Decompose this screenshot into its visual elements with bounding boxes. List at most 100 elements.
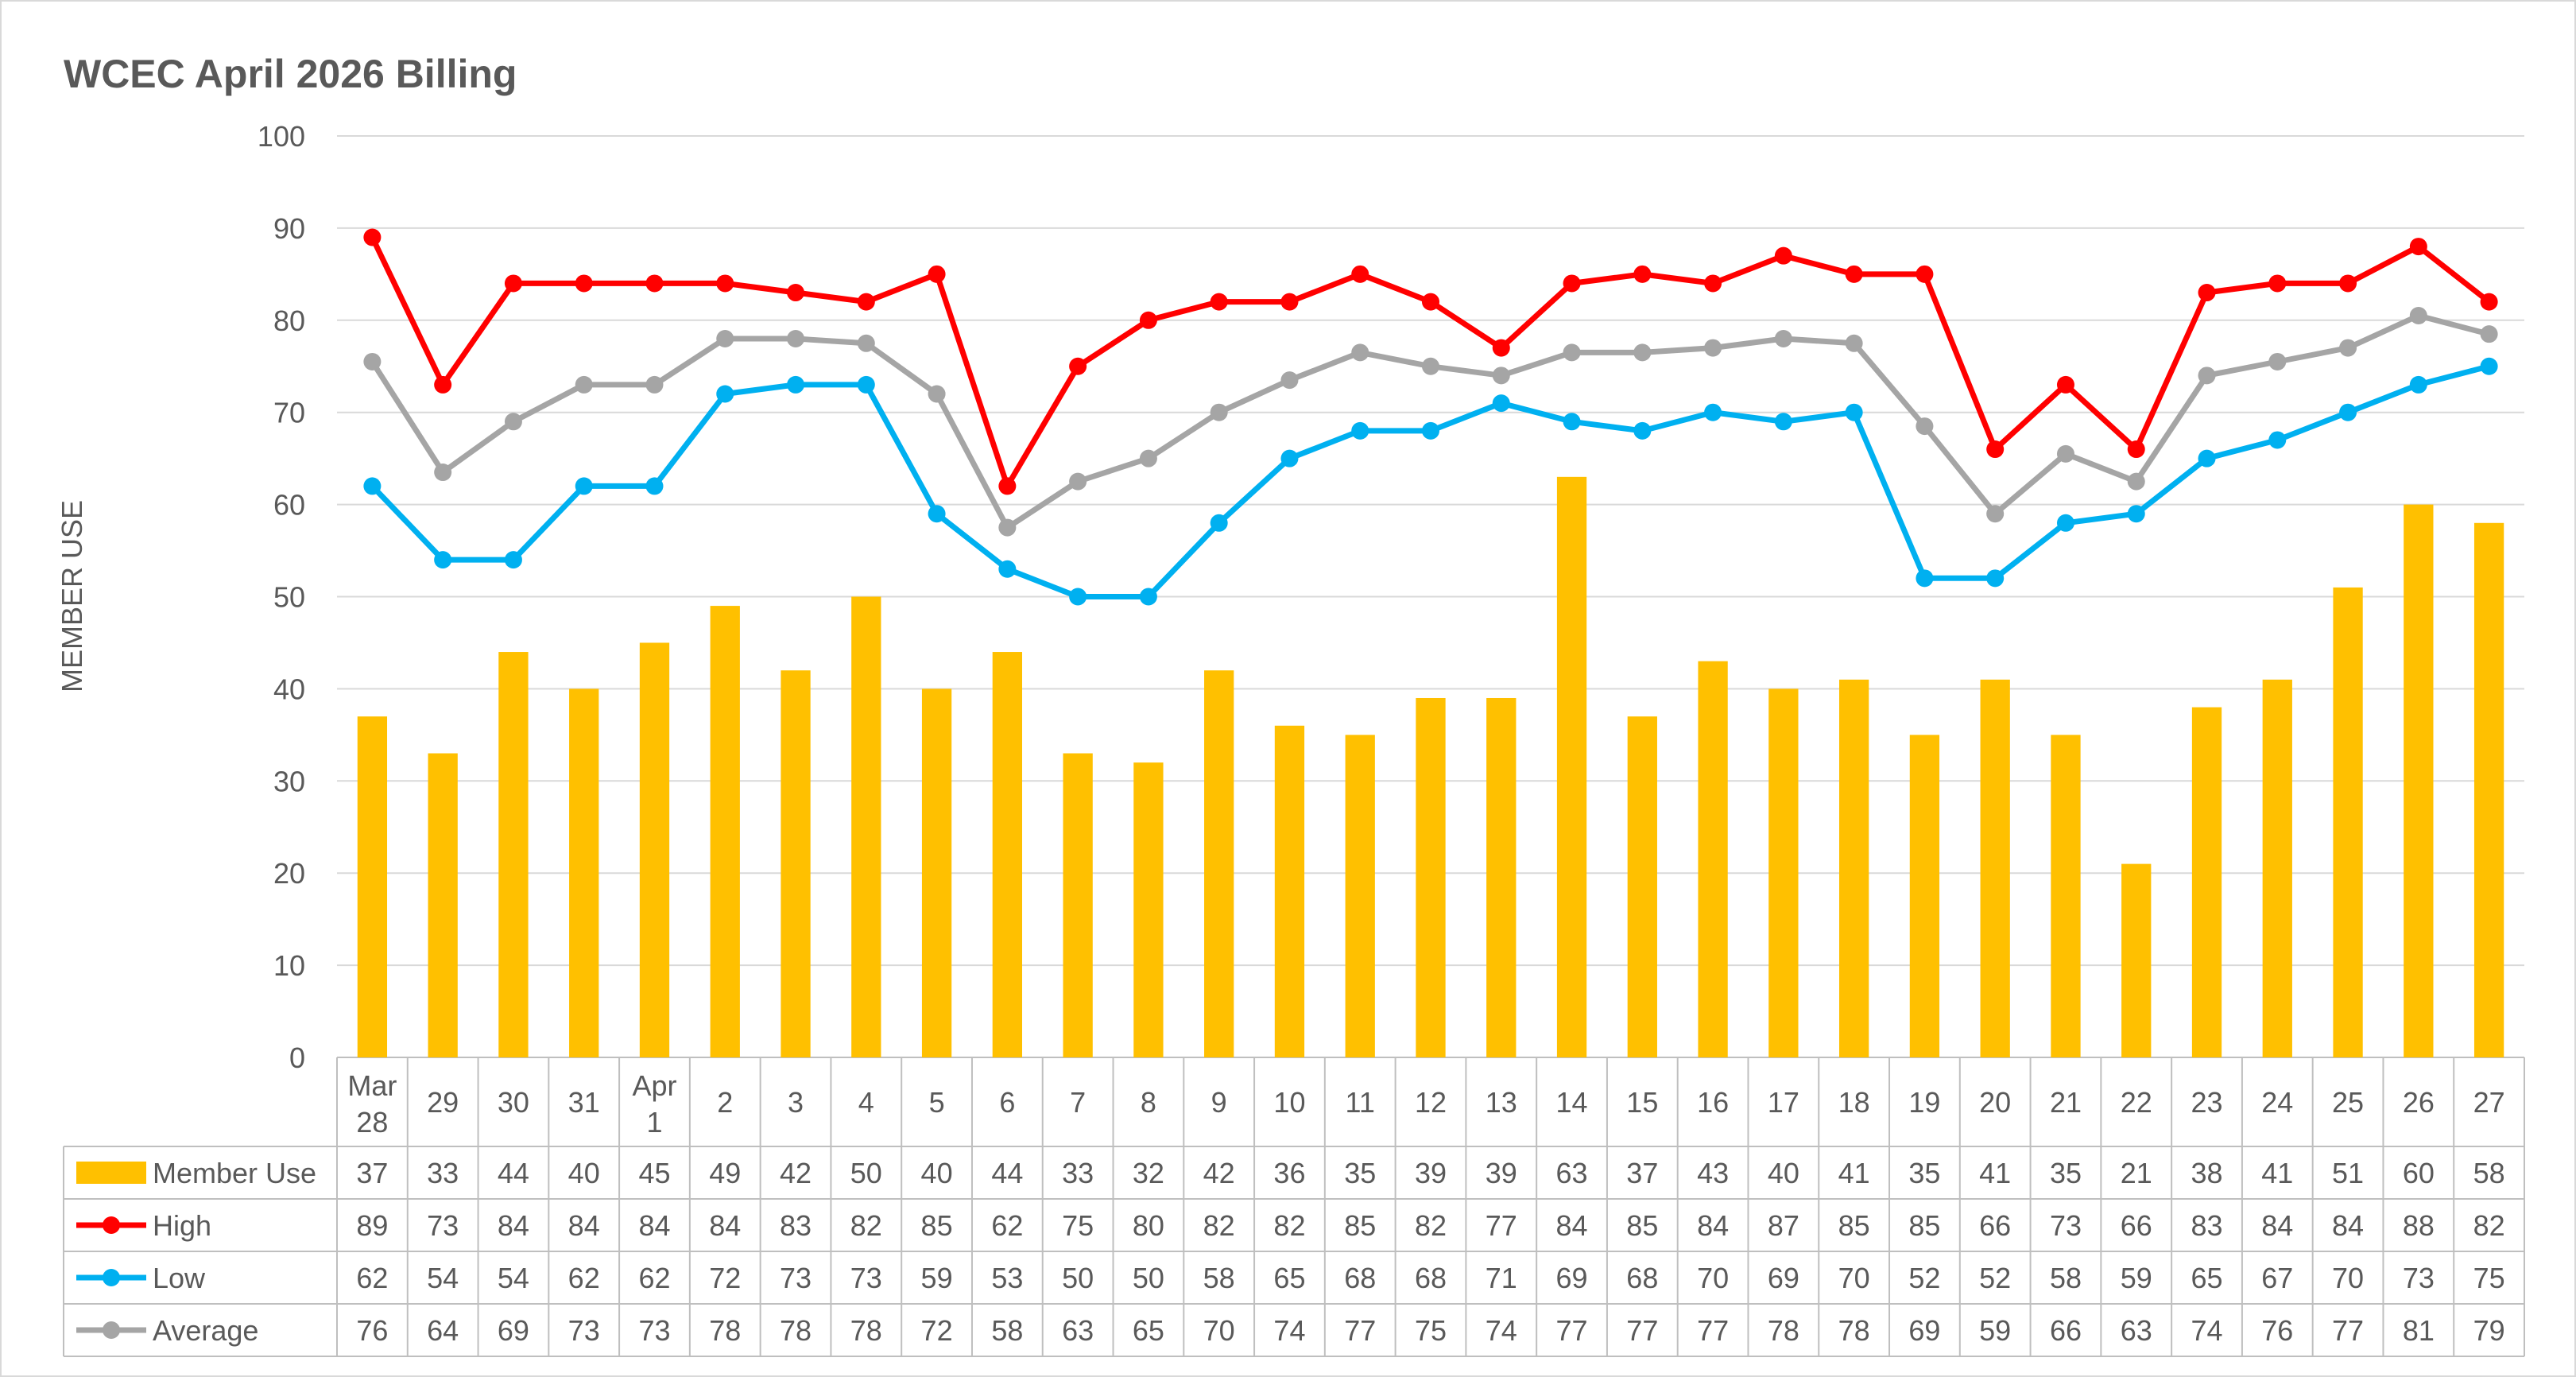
table-value-member-use: 42: [1203, 1157, 1235, 1189]
bar-member-use: [992, 652, 1022, 1057]
table-value-average: 72: [921, 1314, 953, 1347]
table-value-high: 80: [1133, 1209, 1164, 1242]
table-value-high: 88: [2403, 1209, 2435, 1242]
point-low: [434, 551, 452, 569]
table-value-low: 73: [2403, 1262, 2435, 1294]
point-average: [2268, 352, 2287, 370]
bar-member-use: [1698, 661, 1728, 1057]
y-tick-label: 20: [273, 857, 305, 890]
gridlines: [337, 135, 2524, 1058]
table-value-high: 85: [1626, 1209, 1658, 1242]
point-average: [1351, 343, 1369, 362]
point-average: [998, 518, 1017, 537]
point-low: [1351, 421, 1369, 440]
table-value-high: 84: [568, 1209, 600, 1242]
bar-member-use: [1839, 679, 1869, 1057]
x-tick-label: 8: [1141, 1086, 1156, 1119]
legend-label-average: Average: [153, 1314, 258, 1347]
table-value-low: 71: [1486, 1262, 1517, 1294]
point-average: [645, 375, 664, 394]
table-value-low: 75: [2473, 1262, 2505, 1294]
table-value-high: 85: [1838, 1209, 1870, 1242]
point-average: [2198, 367, 2216, 385]
x-tick-label: 4: [858, 1086, 874, 1119]
table-value-low: 54: [498, 1262, 529, 1294]
x-tick-label: 3: [788, 1086, 804, 1119]
table-value-low: 70: [1838, 1262, 1870, 1294]
x-tick-label: 23: [2191, 1086, 2222, 1119]
point-high: [1563, 274, 1581, 293]
table-value-low: 73: [780, 1262, 812, 1294]
table-value-average: 73: [638, 1314, 670, 1347]
table-value-average: 77: [1344, 1314, 1376, 1347]
point-low: [1210, 514, 1228, 532]
point-low: [1069, 588, 1087, 606]
table-value-high: 73: [2050, 1209, 2082, 1242]
x-tick-label: 2: [717, 1086, 733, 1119]
table-value-high: 84: [709, 1209, 741, 1242]
legend-label-high: High: [153, 1209, 211, 1242]
x-tick-label: 7: [1070, 1086, 1086, 1119]
y-tick-label: 40: [273, 673, 305, 705]
point-average: [1422, 357, 1439, 375]
point-high: [2127, 440, 2145, 459]
x-tick-label: 13: [1486, 1086, 1517, 1119]
point-average: [1492, 367, 1510, 385]
table-value-high: 66: [1979, 1209, 2011, 1242]
point-average: [1986, 505, 2005, 523]
point-high: [716, 274, 734, 293]
table-value-average: 78: [1768, 1314, 1799, 1347]
point-high: [787, 284, 805, 302]
legend-key-marker-low: [103, 1269, 120, 1286]
x-tick-label: 9: [1211, 1086, 1227, 1119]
table-value-average: 65: [1133, 1314, 1164, 1347]
table-value-low: 65: [1273, 1262, 1305, 1294]
table-value-high: 89: [356, 1209, 388, 1242]
table-value-low: 62: [568, 1262, 600, 1294]
x-tick-label: 21: [2050, 1086, 2082, 1119]
x-tick-label: 18: [1838, 1086, 1870, 1119]
point-low: [998, 560, 1017, 578]
bars-member-use: [357, 476, 2504, 1057]
point-average: [1563, 343, 1581, 362]
table-value-member-use: 63: [1556, 1157, 1588, 1189]
bar-member-use: [2051, 735, 2081, 1057]
x-tick-label: 10: [1273, 1086, 1305, 1119]
table-value-low: 62: [638, 1262, 670, 1294]
table-value-member-use: 38: [2191, 1157, 2222, 1189]
point-high: [1280, 293, 1299, 311]
bar-member-use: [2333, 587, 2363, 1057]
point-low: [2409, 375, 2427, 394]
point-low: [1916, 569, 1934, 588]
table-value-member-use: 40: [1768, 1157, 1799, 1189]
table-value-low: 62: [356, 1262, 388, 1294]
bar-member-use: [1345, 735, 1375, 1057]
point-average: [716, 329, 734, 347]
bar-member-use: [1980, 679, 2010, 1057]
bar-member-use: [1063, 753, 1093, 1057]
table-value-member-use: 21: [2121, 1157, 2152, 1189]
table-value-member-use: 58: [2473, 1157, 2505, 1189]
point-high: [928, 265, 946, 283]
bar-member-use: [2262, 679, 2292, 1057]
table-value-member-use: 39: [1415, 1157, 1447, 1189]
x-tick-label: 28: [356, 1106, 388, 1138]
x-tick-label: 27: [2473, 1086, 2505, 1119]
y-tick-label: 100: [258, 120, 305, 153]
point-average: [787, 329, 805, 347]
point-low: [2198, 449, 2216, 467]
table-value-high: 62: [991, 1209, 1023, 1242]
point-low: [1563, 413, 1581, 431]
table-value-member-use: 33: [427, 1157, 459, 1189]
table-value-low: 58: [2050, 1262, 2082, 1294]
table-value-average: 78: [850, 1314, 882, 1347]
point-high: [2056, 375, 2074, 394]
point-high: [1704, 274, 1722, 293]
x-tick-label: 1: [646, 1106, 662, 1138]
legend-label-low: Low: [153, 1262, 206, 1294]
point-high: [1422, 293, 1439, 311]
x-tick-label: 25: [2332, 1086, 2364, 1119]
table-value-high: 85: [1344, 1209, 1376, 1242]
